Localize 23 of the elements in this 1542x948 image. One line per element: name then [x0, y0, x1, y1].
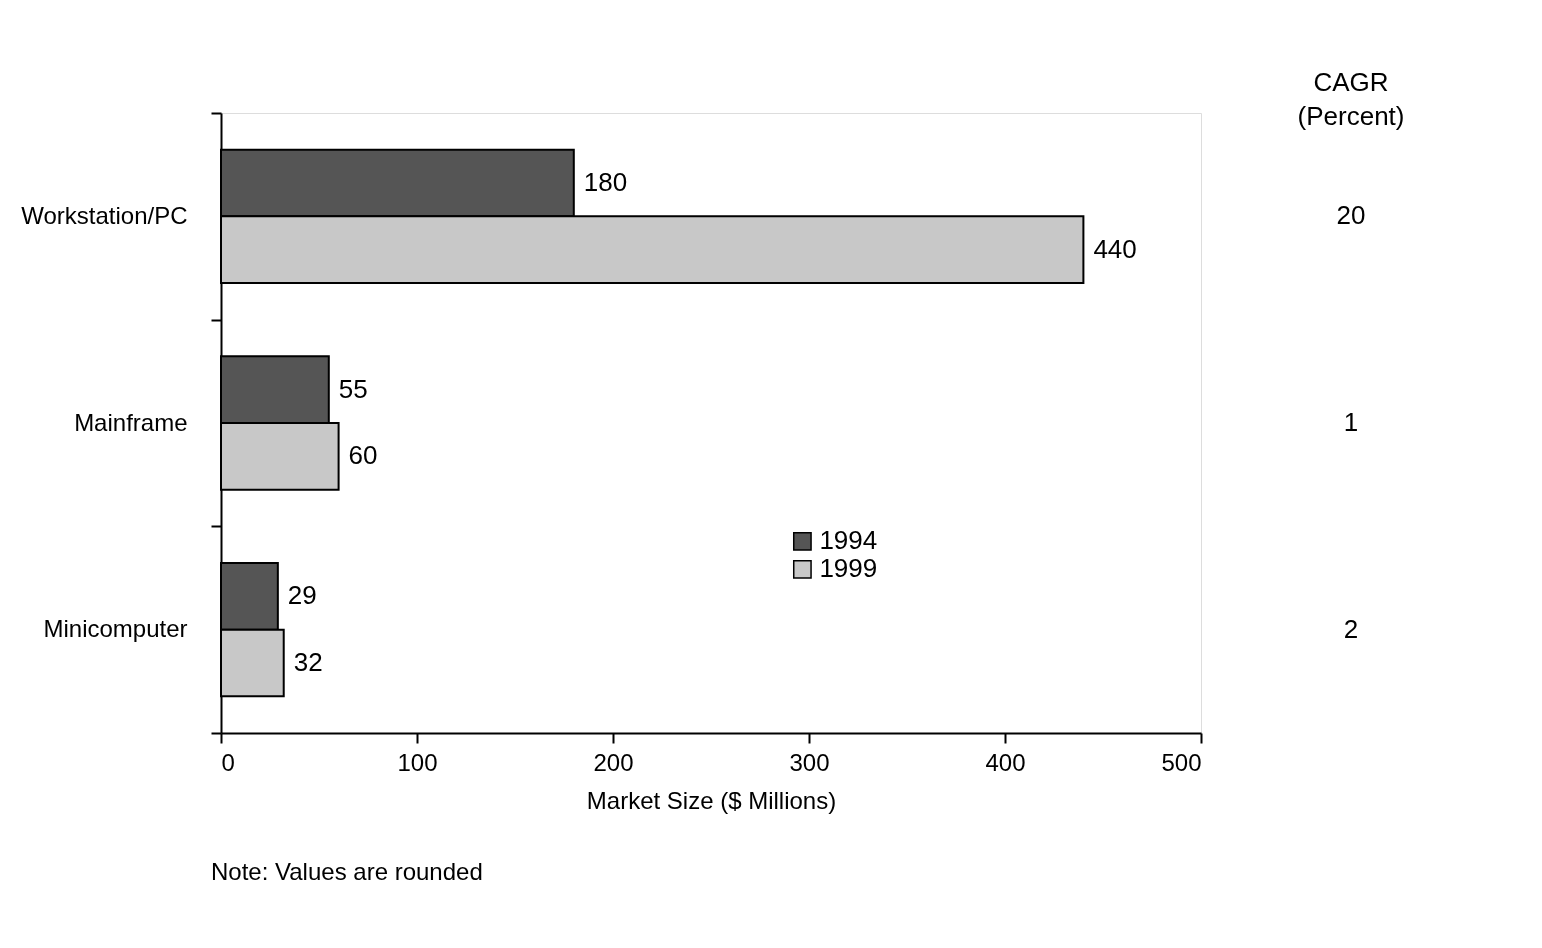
x-tick-label: 400 — [985, 748, 1026, 776]
x-tick-label: 100 — [397, 748, 438, 776]
text: 2 — [1343, 613, 1359, 644]
y-tick-label: Minicomputer — [43, 615, 188, 643]
legend-label: 1994 — [819, 525, 878, 556]
data-label: 180 — [583, 167, 628, 197]
x-tick-label: 500 — [1161, 748, 1202, 776]
data-label: 60 — [348, 440, 378, 471]
data-label: 29 — [287, 580, 317, 611]
y-tick-label: Workstation/PC — [21, 201, 188, 229]
text: 1 — [1343, 407, 1359, 437]
y-tick-label: Mainframe — [74, 408, 188, 436]
text: CAGR (Percent) — [1297, 67, 1405, 131]
data-label: 55 — [338, 373, 368, 404]
legend-label: 1999 — [819, 553, 878, 584]
x-tick-label: 300 — [789, 748, 830, 776]
x-tick-label: 200 — [593, 748, 634, 776]
x-axis-title: Market Size ($ Millions) — [586, 786, 837, 814]
text: 20 — [1336, 200, 1366, 231]
data-label: 32 — [293, 647, 323, 677]
text: Note: Values are rounded — [211, 858, 483, 885]
data-label: 440 — [1093, 233, 1137, 264]
x-tick-label: 0 — [221, 748, 235, 776]
